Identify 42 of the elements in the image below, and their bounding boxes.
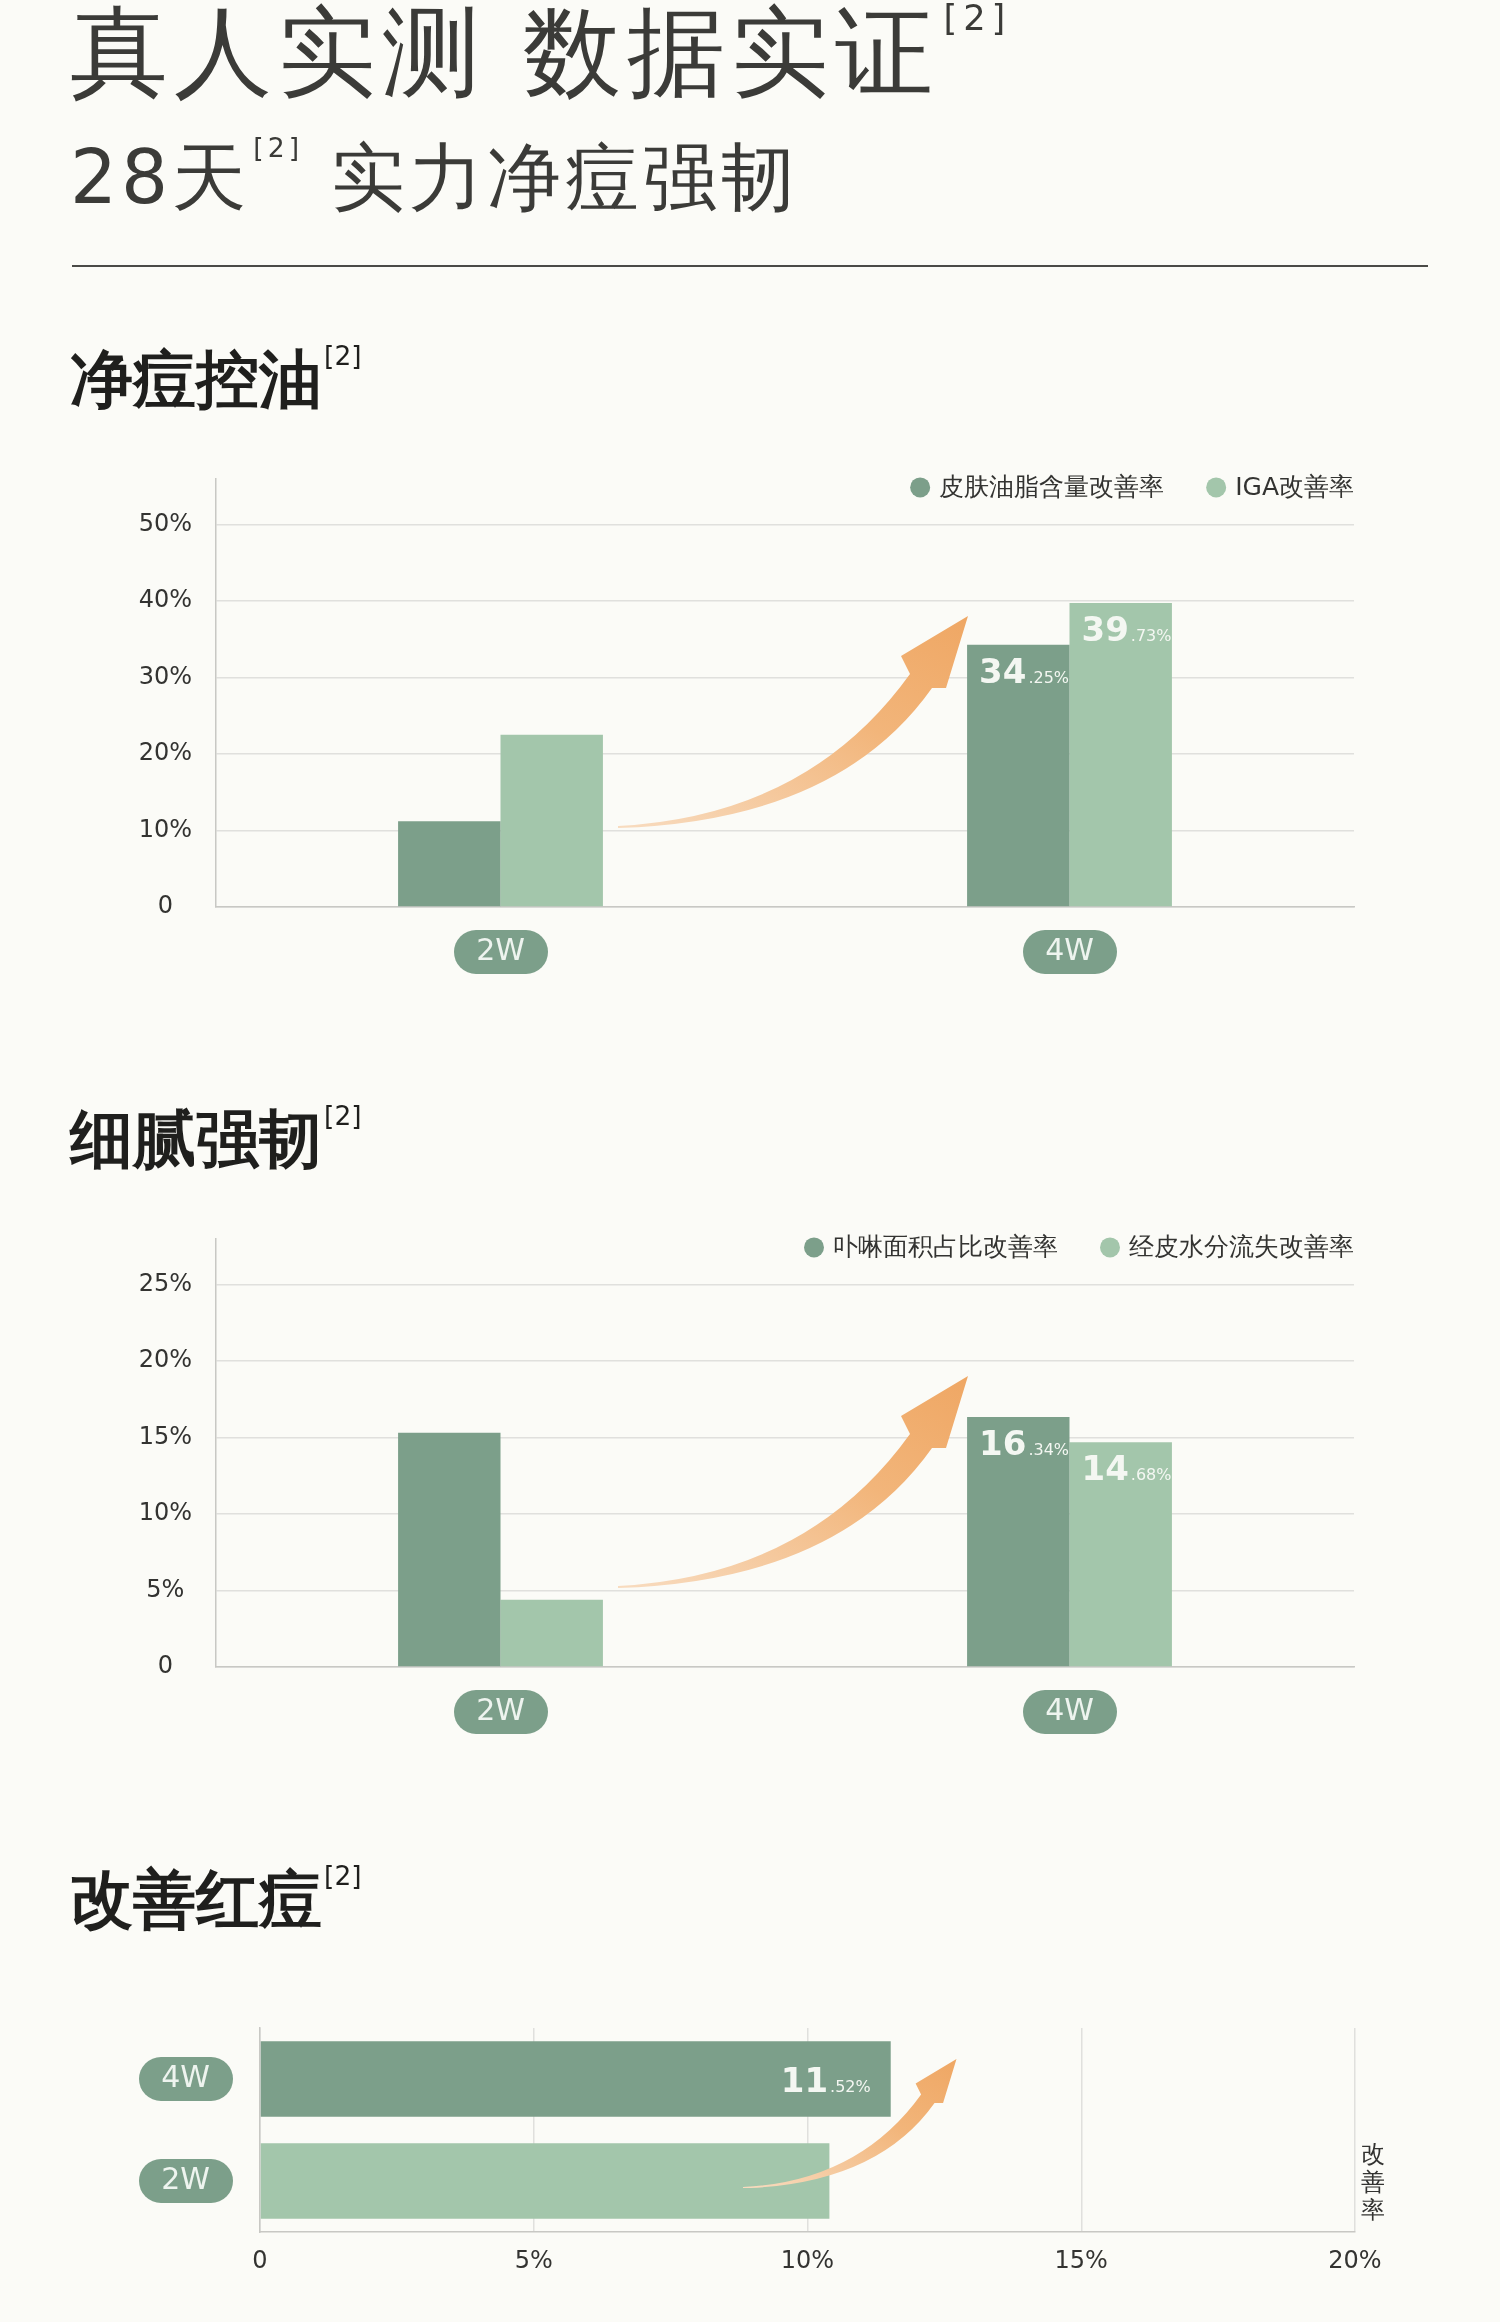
data-label: 16.34% (979, 1422, 1070, 1463)
bar (967, 1416, 1070, 1667)
y-tick-label: 25% (138, 1268, 192, 1297)
y-tick-label: 10% (138, 814, 192, 843)
chart-title: 改善红痘$^{[2]}$ (70, 1860, 362, 1938)
y-tick-label: 50% (138, 508, 192, 537)
x-tick-label: 5% (514, 2246, 553, 2275)
y-tick-label: 0 (157, 891, 173, 920)
y-tick-label: 0 (157, 1651, 173, 1680)
x-tick-label: 0 (252, 2246, 268, 2275)
legend-label: 卟啉面积占比改善率 (833, 1231, 1058, 1261)
chart-title: 细腻强韧$^{[2]}$ (70, 1100, 362, 1178)
bar (967, 644, 1070, 907)
data-label: 34.25% (979, 650, 1070, 691)
y-tick-label: 30% (138, 661, 192, 690)
y-tick-label: 40% (138, 585, 192, 614)
y-tick-label: 2W (161, 2160, 210, 2196)
data-label: 39.73% (1081, 608, 1172, 649)
chart-title: 净痘控油$^{[2]}$ (70, 340, 362, 418)
bar (1069, 602, 1172, 907)
bar (1069, 1442, 1172, 1667)
y-tick-label: 20% (138, 1345, 192, 1374)
y-tick-label: 20% (138, 738, 192, 767)
bar (398, 1432, 501, 1667)
y-tick-label: 15% (138, 1421, 192, 1450)
bar (398, 821, 501, 907)
x-tick-label: 10% (780, 2246, 835, 2275)
bar (500, 734, 603, 907)
text: 28天$^{[2]}$ 实力净痘强韧 (70, 131, 799, 222)
legend-label: 皮肤油脂含量改善率 (939, 471, 1165, 501)
legend-label: IGA改善率 (1235, 471, 1355, 501)
y-tick-label: 10% (138, 1498, 192, 1527)
data-label: 14.68% (1081, 1448, 1172, 1489)
x-tick-label: 15% (1054, 2246, 1108, 2275)
data-label: 11.52% (780, 2060, 871, 2100)
text: 真人实测 数据实证$^{[2]}$ (70, 0, 1012, 109)
bar (500, 1599, 603, 1667)
x-axis-title: 改善率 (1361, 2140, 1386, 2224)
y-tick-label: 4W (161, 2058, 210, 2094)
x-tick-label: 20% (1328, 2246, 1382, 2275)
y-tick-label: 5% (146, 1574, 185, 1603)
legend-label: 经皮水分流失改善率 (1129, 1231, 1354, 1261)
